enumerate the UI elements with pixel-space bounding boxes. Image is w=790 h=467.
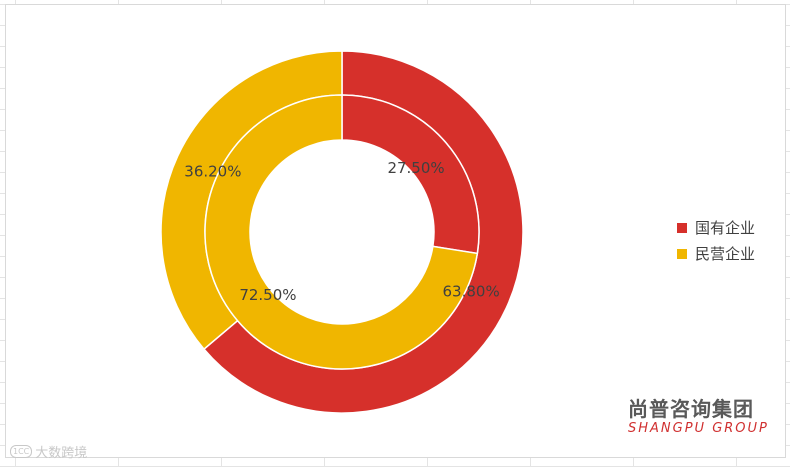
chart-area[interactable]: 63.80% 36.20% 27.50% 72.50% bbox=[5, 4, 786, 458]
watermark-text: 大数跨境 bbox=[35, 446, 88, 461]
legend-swatch-private bbox=[677, 249, 687, 259]
legend-item-state-owned[interactable]: 国有企业 bbox=[677, 219, 755, 237]
outer-ring-label-0: 63.80% bbox=[443, 282, 500, 300]
brand-name-cn: 尚普咨询集团 bbox=[628, 397, 754, 421]
watermark: 1CC 大数跨境 bbox=[10, 442, 87, 461]
chart-legend[interactable]: 国有企业 民营企业 bbox=[677, 219, 755, 263]
watermark-badge: 1CC bbox=[10, 445, 33, 458]
inner-ring-label-0: 27.50% bbox=[387, 159, 444, 177]
donut-rings bbox=[160, 50, 524, 414]
inner-ring-label-1: 72.50% bbox=[239, 286, 296, 304]
legend-item-private[interactable]: 民营企业 bbox=[677, 245, 755, 263]
data-labels: 63.80% 36.20% 27.50% 72.50% bbox=[184, 159, 499, 304]
inner-ring-slice-0[interactable] bbox=[341, 94, 480, 255]
legend-label-state-owned: 国有企业 bbox=[695, 219, 756, 237]
donut-chart: 63.80% 36.20% 27.50% 72.50% bbox=[160, 50, 524, 414]
inner-ring-slice-1[interactable] bbox=[204, 94, 479, 370]
brand-name-en: SHANGPU GROUP bbox=[628, 421, 769, 436]
legend-label-private: 民营企业 bbox=[695, 245, 756, 263]
legend-swatch-state-owned bbox=[677, 223, 687, 233]
brand-logo: 尚普咨询集团 SHANGPU GROUP bbox=[628, 397, 769, 438]
outer-ring-label-1: 36.20% bbox=[184, 163, 241, 181]
